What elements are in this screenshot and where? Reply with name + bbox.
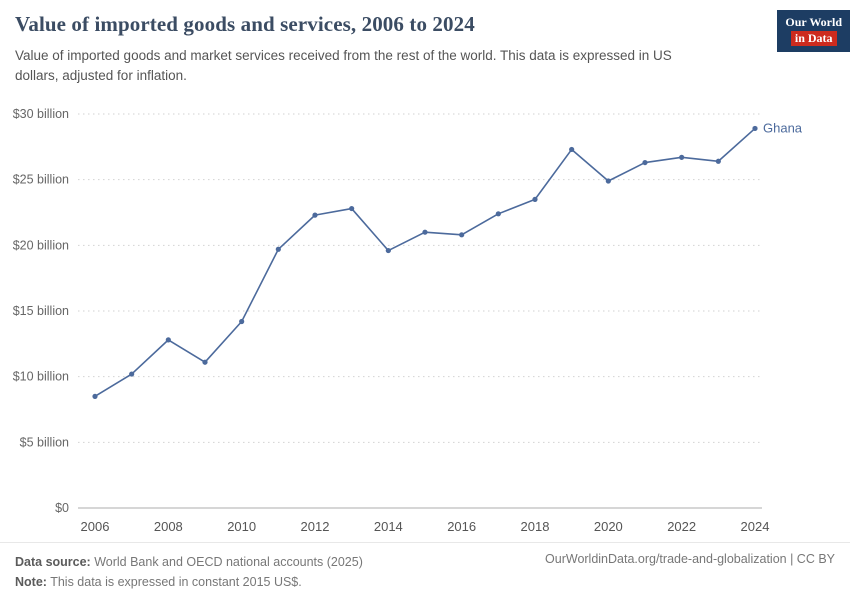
- data-source-line: Data source: World Bank and OECD nationa…: [15, 552, 363, 572]
- data-point[interactable]: [459, 232, 465, 238]
- data-point[interactable]: [752, 125, 758, 132]
- note-line: Note: This data is expressed in constant…: [15, 572, 363, 592]
- footer-source-note: Data source: World Bank and OECD nationa…: [15, 552, 363, 592]
- logo-line-in-data: in Data: [785, 30, 842, 47]
- note-text: This data is expressed in constant 2015 …: [46, 575, 302, 589]
- data-point[interactable]: [569, 146, 575, 153]
- data-point[interactable]: [642, 159, 648, 166]
- x-tick-label: 2022: [667, 519, 696, 534]
- x-tick-label: 2010: [227, 519, 256, 534]
- chart-footer: Data source: World Bank and OECD nationa…: [0, 542, 850, 600]
- chart-title: Value of imported goods and services, 20…: [15, 12, 475, 36]
- x-tick-label: 2016: [447, 519, 476, 534]
- series-label-ghana[interactable]: Ghana: [763, 120, 803, 135]
- data-point[interactable]: [202, 359, 208, 365]
- note-label: Note:: [15, 575, 47, 589]
- chart-subtitle: Value of imported goods and market servi…: [15, 48, 672, 83]
- data-line[interactable]: [94, 127, 756, 398]
- y-tick-label: $5 billion: [20, 435, 69, 449]
- data-source-text: World Bank and OECD national accounts (2…: [90, 555, 363, 569]
- x-tick-label: 2018: [521, 519, 550, 534]
- data-point[interactable]: [92, 393, 98, 399]
- x-tick-label: 2014: [374, 519, 403, 534]
- y-tick-label: $25 billion: [13, 173, 69, 187]
- y-tick-label: $10 billion: [13, 370, 69, 384]
- data-point[interactable]: [349, 205, 355, 212]
- data-source-label: Data source:: [15, 555, 91, 569]
- data-point[interactable]: [679, 154, 685, 160]
- footer-link[interactable]: OurWorldinData.org/trade-and-globalizati…: [545, 552, 835, 566]
- owid-logo[interactable]: Our World in Data: [777, 10, 850, 53]
- x-tick-label: 2008: [154, 519, 183, 534]
- data-point[interactable]: [422, 229, 428, 235]
- x-tick-label: 2020: [594, 519, 623, 534]
- x-tick-label: 2024: [741, 519, 770, 534]
- data-point[interactable]: [532, 196, 538, 202]
- logo-line-our-world: Our World: [785, 15, 842, 29]
- x-tick-label: 2006: [81, 519, 110, 534]
- data-point[interactable]: [605, 178, 611, 184]
- line-chart-canvas[interactable]: $0 $5 billion $10 billion $15 billion $20 bi…: [0, 90, 850, 538]
- x-tick-label: 2012: [301, 519, 330, 534]
- data-point[interactable]: [239, 318, 245, 325]
- data-point[interactable]: [312, 212, 318, 218]
- data-point[interactable]: [129, 371, 135, 377]
- y-tick-label: $20 billion: [13, 238, 69, 252]
- data-point[interactable]: [165, 337, 171, 343]
- data-point[interactable]: [275, 246, 281, 252]
- data-point[interactable]: [495, 211, 501, 217]
- y-tick-label: $15 billion: [13, 304, 69, 318]
- data-point[interactable]: [385, 247, 391, 254]
- y-tick-label: $30 billion: [13, 107, 69, 121]
- chart-header: Value of imported goods and services, 20…: [15, 12, 835, 85]
- y-tick-label: $0: [55, 501, 69, 515]
- data-point[interactable]: [715, 158, 721, 164]
